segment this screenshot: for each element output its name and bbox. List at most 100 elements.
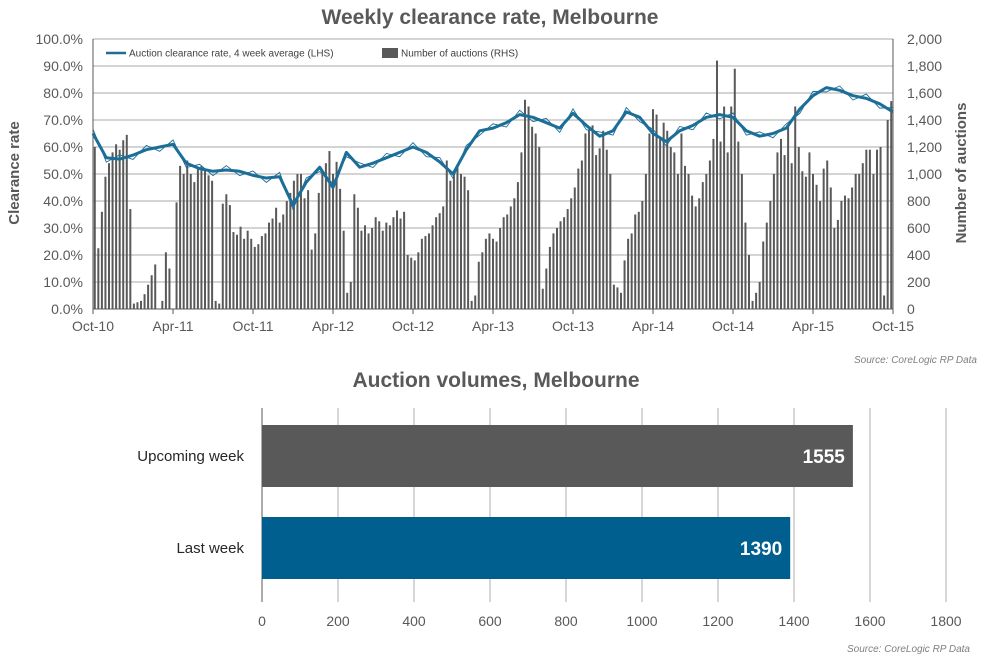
volume-bar [262,425,853,487]
auction-bar [168,268,171,309]
auction-bar [228,205,231,309]
auction-bar [499,228,502,309]
auction-bar [808,152,811,309]
auction-bar [492,238,494,309]
auction-bar [278,222,281,309]
auction-bar [93,147,96,309]
auction-bar [385,222,388,309]
auction-bar [403,211,406,309]
auction-bar [381,230,384,309]
auction-bar [705,174,708,309]
auction-bar [200,165,203,309]
auction-bar [534,133,537,309]
auction-bar [740,174,743,309]
auction-bar [317,192,320,309]
auction-bar [257,244,260,309]
auction-bar [292,180,295,309]
auction-bar [712,138,715,309]
auction-bar [104,176,107,309]
y2-tick-label: 1,800 [907,58,942,74]
auction-bar [481,252,484,309]
auction-bar [371,228,374,309]
auction-bar [570,198,573,309]
auction-bar [509,206,512,309]
auction-bar [634,214,637,309]
auction-bar [214,300,217,309]
auction-bar [289,192,292,309]
auction-bar [620,292,622,309]
auction-bar [396,210,398,309]
auction-bar [392,217,395,309]
auction-bar [858,174,861,309]
auction-bar [97,248,100,309]
auction-bar [175,202,178,309]
auction-bar [243,238,246,309]
auction-bar [815,184,818,309]
auction-bar [268,222,270,309]
auction-bar [470,300,473,309]
auction-bar [118,149,121,309]
x-tick-label: 1600 [854,613,885,629]
auction-bar [868,149,871,309]
auction-bar [506,214,509,309]
auction-bar [207,175,210,309]
auction-bar [538,147,541,309]
auction-bar [723,106,726,309]
volume-bar [262,517,791,579]
auction-bar [310,249,313,309]
auction-bar [346,292,349,309]
auction-bar [794,106,797,309]
auction-bar [186,160,189,309]
auction-bar [136,302,139,309]
auction-bar [353,194,356,309]
auction-bar [360,230,363,309]
auction-bar [836,219,839,309]
x-tick-label: 600 [478,613,502,629]
auction-bar [239,226,242,309]
auction-bar [772,174,775,309]
auction-bar [296,174,299,309]
bottom-source-note: Source: CoreLogic RP Data [847,644,970,655]
y-tick-label: 0.0% [51,301,83,317]
auction-bar [502,217,505,309]
auction-bar [484,238,487,309]
x-tick-label: 1800 [930,613,961,629]
x-tick-label: 1200 [702,613,733,629]
y-tick-label: 100.0% [36,31,83,47]
auction-bar [527,106,530,309]
y2-tick-label: 200 [907,274,931,290]
auction-bar [829,187,832,309]
bottom-chart-title: Auction volumes, Melbourne [352,369,639,392]
weekly-clearance-chart: Weekly clearance rate, Melbourne 0.0% 10.… [6,6,977,366]
auction-bar [335,161,338,309]
auction-bar [285,201,288,309]
auction-bar [623,260,626,309]
auction-bar [797,147,800,309]
auction-bar [410,257,413,309]
auction-bar [876,149,878,309]
auction-bar [495,241,498,309]
auction-bar [456,164,459,309]
auction-bar [349,282,352,309]
auction-bar [108,163,110,309]
auction-bar [140,300,142,309]
auction-bar [716,60,718,309]
auction-bar [428,233,430,309]
auction-bar [182,174,185,309]
auction-bar [221,203,224,309]
y-tick-label: 20.0% [43,247,83,263]
auction-bar [591,125,594,310]
auction-bar [580,160,583,309]
y2-tick-label: 1,600 [907,85,942,101]
auction-bar [339,188,342,309]
auction-bar [520,152,523,309]
category-label: Upcoming week [137,448,244,465]
auction-bar [364,225,366,309]
y-tick-label: 50.0% [43,166,83,182]
y-tick-label: 40.0% [43,193,83,209]
auction-bar [232,232,235,309]
auction-bar [150,275,153,309]
auction-bar [460,174,462,309]
auction-bar [271,218,274,309]
left-axis-title: Clearance rate [6,121,23,224]
